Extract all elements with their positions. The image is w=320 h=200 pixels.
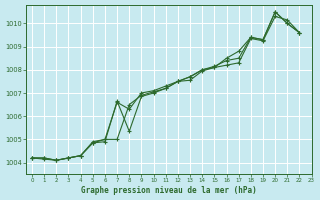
X-axis label: Graphe pression niveau de la mer (hPa): Graphe pression niveau de la mer (hPa) xyxy=(81,186,257,195)
